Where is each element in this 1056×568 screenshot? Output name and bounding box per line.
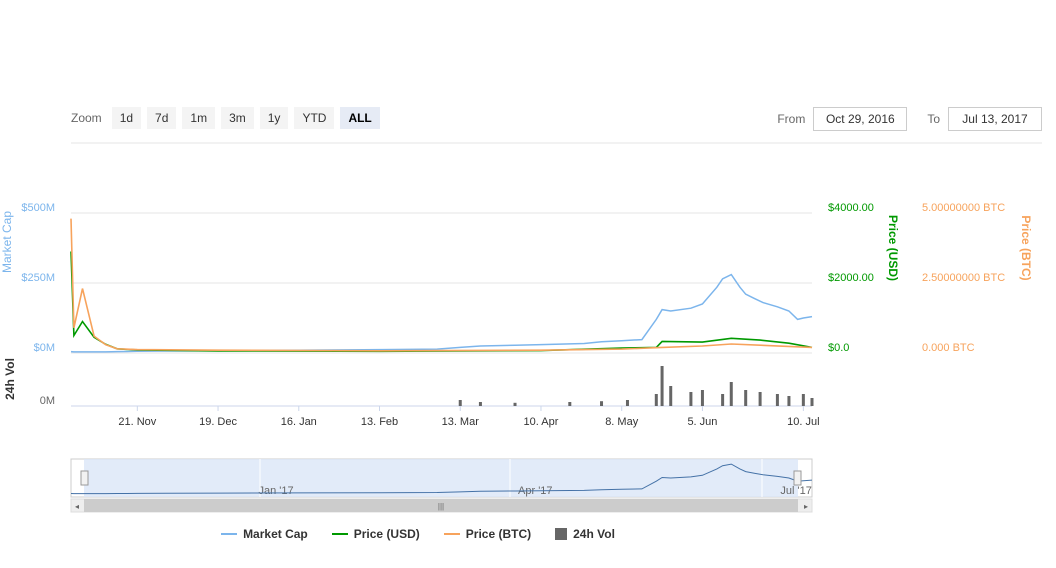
x-tick-label: 10. Apr	[524, 416, 559, 428]
to-date-input[interactable]: Jul 13, 2017	[948, 107, 1042, 131]
zoom-3m-button[interactable]: 3m	[221, 107, 254, 129]
legend-box-icon	[555, 528, 568, 540]
legend-label: Price (BTC)	[465, 527, 532, 541]
legend-line-icon	[443, 533, 460, 535]
date-range: From Oct 29, 2016 To Jul 13, 2017	[777, 107, 1042, 131]
price-btc-tick: 2.50000000 BTC	[922, 272, 1005, 284]
volume-series	[458, 366, 814, 406]
volume-bar	[600, 401, 604, 406]
legend: Market Cap Price (USD) Price (BTC) 24h V…	[0, 527, 946, 541]
market-cap-tick: $0M	[34, 342, 55, 354]
zoom-1d-button[interactable]: 1d	[111, 107, 142, 129]
x-tick-label: 21. Nov	[118, 416, 156, 428]
scroll-left-icon[interactable]: ◂	[75, 502, 79, 511]
volume-bar	[787, 396, 791, 406]
navigator-label: Jul '17	[780, 485, 811, 497]
scroll-right-icon[interactable]: ▸	[804, 502, 808, 511]
volume-bar	[744, 390, 748, 406]
legend-market-cap[interactable]: Market Cap	[221, 527, 308, 541]
x-tick-label: 5. Jun	[687, 416, 717, 428]
zoom-all-button[interactable]: ALL	[340, 107, 380, 129]
volume-axis-title: 24h Vol	[3, 358, 17, 400]
from-label: From	[777, 112, 806, 126]
volume-bar	[669, 386, 673, 406]
zoom-label: Zoom	[71, 111, 102, 125]
zoom-1m-button[interactable]: 1m	[182, 107, 216, 129]
navigator-series	[70, 463, 813, 495]
volume-bar	[478, 402, 482, 406]
market-cap-line	[70, 273, 813, 353]
from-date-input[interactable]: Oct 29, 2016	[813, 107, 908, 131]
to-label: To	[927, 112, 940, 126]
price-btc-tick: 5.00000000 BTC	[922, 202, 1005, 214]
x-tick-label: 13. Feb	[361, 416, 398, 428]
volume-bar	[721, 394, 725, 406]
volume-bar	[568, 402, 572, 406]
volume-bar	[775, 394, 779, 406]
zoom-bar: Zoom 1d 7d 1m 3m 1y YTD ALL	[71, 107, 380, 129]
volume-bar	[689, 392, 693, 406]
legend-volume[interactable]: 24h Vol	[555, 527, 615, 541]
zoom-7d-button[interactable]: 7d	[147, 107, 177, 129]
scrollbar-track[interactable]	[70, 498, 813, 513]
volume-bar	[458, 400, 462, 406]
volume-bar	[758, 392, 762, 406]
price-btc-axis-title: Price (BTC)	[1019, 215, 1033, 280]
volume-bar	[654, 394, 658, 406]
x-tick-label: 13. Mar	[442, 416, 480, 428]
market-cap-tick: $250M	[21, 272, 55, 284]
navigator-label: Jan '17	[259, 485, 294, 497]
volume-tick: 0M	[40, 395, 55, 407]
navigator-selection[interactable]	[84, 459, 798, 497]
volume-bar	[625, 400, 629, 406]
navigator-frame	[70, 458, 813, 498]
x-tick-label: 8. May	[605, 416, 639, 428]
market-cap-tick: $500M	[21, 202, 55, 214]
x-tick-label: 16. Jan	[281, 416, 317, 428]
price-usd-line	[70, 251, 813, 353]
series-lines	[70, 218, 813, 353]
navigator-label: Apr '17	[518, 485, 553, 497]
legend-label: Market Cap	[243, 527, 308, 541]
volume-bar	[513, 402, 517, 406]
x-tick-label: 19. Dec	[199, 416, 237, 428]
scrollbar-grip-icon: |||	[438, 502, 444, 511]
volume-bar	[801, 394, 805, 406]
price-usd-tick: $4000.00	[828, 202, 874, 214]
price-usd-tick: $2000.00	[828, 272, 874, 284]
legend-label: 24h Vol	[573, 527, 615, 541]
volume-bar	[660, 366, 664, 406]
legend-price-usd[interactable]: Price (USD)	[331, 527, 420, 541]
x-tick-label: 10. Jul	[787, 416, 819, 428]
market-cap-axis-title: Market Cap	[0, 211, 14, 273]
zoom-ytd-button[interactable]: YTD	[294, 107, 335, 129]
price-btc-line	[70, 218, 813, 352]
scrollbar-thumb[interactable]	[84, 499, 798, 512]
price-usd-tick: $0.0	[828, 342, 849, 354]
navigator-left-handle[interactable]	[80, 470, 89, 486]
legend-price-btc[interactable]: Price (BTC)	[443, 527, 532, 541]
volume-bar	[729, 382, 733, 406]
navigator-labels: Jan '17 Apr '17 Jul '17	[259, 485, 812, 497]
volume-bar	[810, 398, 814, 406]
price-usd-axis-title: Price (USD)	[886, 215, 900, 281]
navigator-right-handle[interactable]	[793, 470, 802, 486]
x-axis-ticks: 21. Nov 19. Dec 16. Jan 13. Feb 13. Mar 10. A…	[118, 406, 820, 428]
zoom-1y-button[interactable]: 1y	[259, 107, 289, 129]
legend-line-icon	[331, 533, 348, 535]
legend-label: Price (USD)	[353, 527, 420, 541]
volume-bar	[700, 390, 704, 406]
price-btc-tick: 0.000 BTC	[922, 342, 975, 354]
legend-line-icon	[221, 533, 238, 535]
